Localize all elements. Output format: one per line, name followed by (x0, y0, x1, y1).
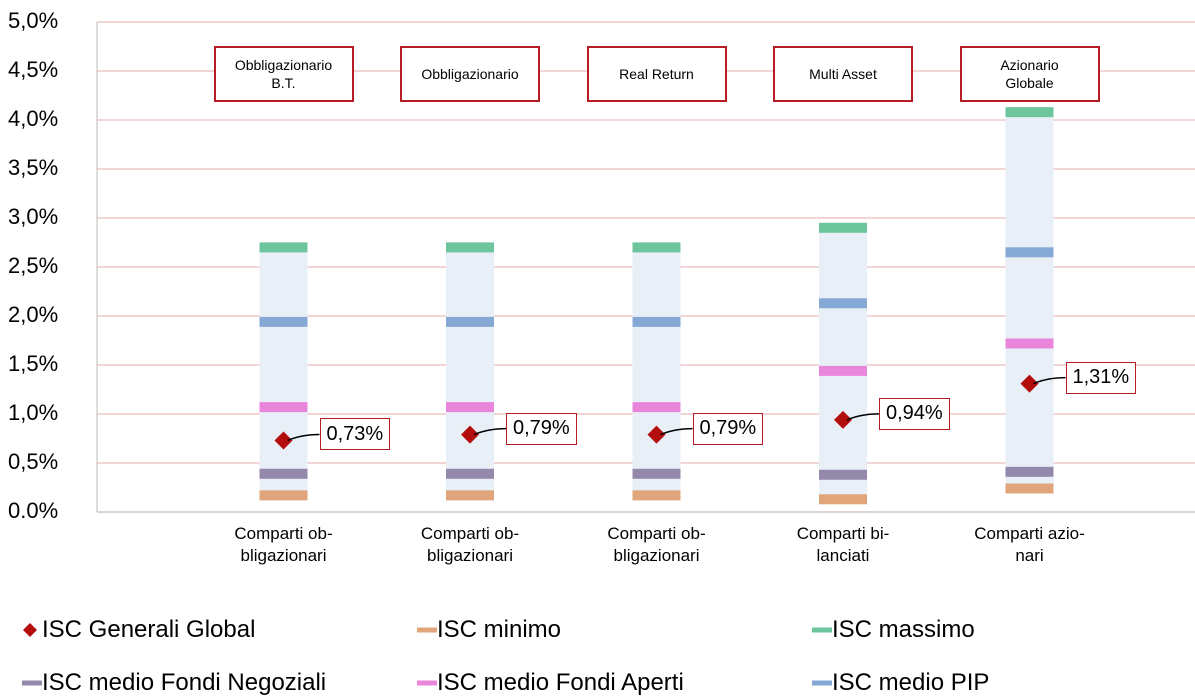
dash-mark (819, 469, 867, 480)
dash-mark (259, 242, 308, 253)
data-label: 0,94% (879, 397, 950, 430)
dash-mark (1005, 483, 1054, 494)
y-tick-label: 4,5% (8, 57, 58, 82)
dash-mark (259, 402, 308, 413)
data-label: 1,31% (1065, 361, 1137, 394)
legend-swatch (812, 627, 832, 633)
y-tick-label: 1,5% (8, 351, 58, 376)
dash-mark (259, 490, 308, 501)
annotation: Multi Asset (773, 46, 913, 102)
legend-label: ISC Generali Global (42, 616, 256, 643)
y-tick-label: 3,0% (8, 204, 58, 229)
x-tick-label: Comparti bi- lanciati (796, 524, 890, 565)
x-tick-label: Comparti azio- nari (974, 524, 1085, 565)
y-tick-label: 4,0% (8, 106, 58, 131)
annotation: Real Return (586, 46, 727, 102)
dash-mark (1005, 107, 1054, 118)
y-tick-label: 0.0% (8, 498, 58, 523)
legend-swatch (417, 627, 437, 633)
y-tick-label: 2,0% (8, 302, 58, 327)
legend-swatch (417, 680, 437, 686)
dash-mark (819, 222, 867, 233)
annotation: Obbligazionario B.T. (213, 46, 354, 102)
dash-mark (819, 365, 867, 376)
x-tick-label: Comparti ob- bligazionari (234, 524, 333, 565)
annotation: Obbligazionario (400, 46, 540, 102)
leader-line (473, 427, 507, 436)
legend-label: ISC minimo (437, 616, 562, 643)
legend-swatch (23, 623, 37, 637)
range-bar (446, 242, 494, 501)
diamond-mark (834, 410, 852, 429)
leader-line (287, 433, 320, 442)
dash-mark (1005, 247, 1054, 258)
x-tick-label: Comparti ob- bligazionari (607, 524, 706, 565)
dash-mark (446, 468, 494, 479)
data-label: 0,79% (506, 412, 577, 445)
y-tick-label: 1,0% (8, 400, 58, 425)
dash-mark (632, 242, 681, 253)
dash-mark (446, 316, 494, 327)
diamond-mark (274, 431, 293, 450)
dash-mark (446, 490, 494, 501)
y-tick-label: 0,5% (8, 449, 58, 474)
diamond-mark (647, 425, 666, 444)
dash-mark (446, 402, 494, 413)
y-tick-label: 5,0% (8, 8, 58, 33)
dash-mark (259, 316, 308, 327)
legend-label: ISC medio Fondi Aperti (437, 669, 684, 696)
legend-label: ISC medio Fondi Negoziali (42, 669, 327, 696)
dash-mark (819, 298, 867, 309)
range-bar (819, 222, 867, 505)
diamond-mark (461, 425, 479, 444)
legend-swatch (812, 680, 832, 686)
range-bar (259, 242, 308, 501)
dash-mark (819, 494, 867, 505)
dash-mark (632, 490, 681, 501)
range-bar (632, 242, 681, 501)
data-label: 0,73% (319, 418, 391, 451)
dash-mark (632, 468, 681, 479)
x-tick-label: Comparti ob- bligazionari (420, 524, 520, 565)
range-bar (1005, 107, 1054, 494)
dash-mark (1005, 338, 1054, 349)
legend-label: ISC medio PIP (832, 669, 990, 696)
diamond-mark (1020, 374, 1039, 393)
dash-mark (1005, 466, 1054, 477)
leader-line (1033, 376, 1066, 385)
dash-mark (446, 242, 494, 253)
y-tick-label: 2,5% (8, 253, 58, 278)
leader-line (846, 413, 880, 421)
y-tick-label: 3,5% (8, 155, 58, 180)
leader-line (660, 427, 693, 436)
dash-mark (632, 402, 681, 413)
dash-mark (632, 316, 681, 327)
annotation: Azionario Globale (959, 46, 1100, 102)
legend-label: ISC massimo (832, 616, 975, 643)
dash-mark (259, 468, 308, 479)
data-label: 0,79% (692, 412, 764, 445)
legend-swatch (22, 680, 42, 686)
